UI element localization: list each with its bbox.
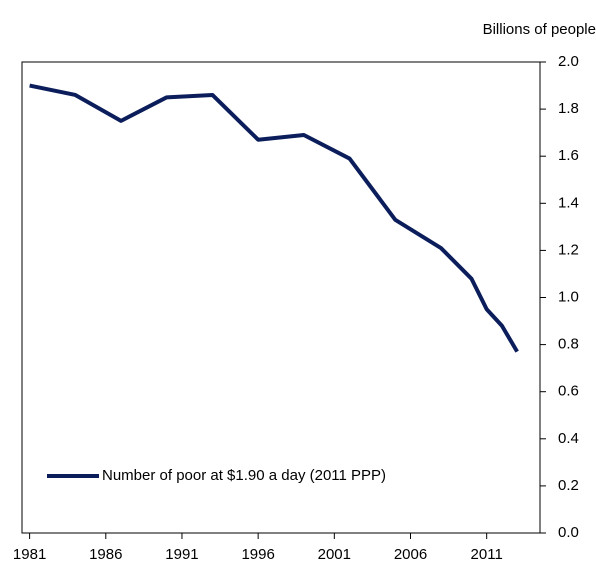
y-tick-label: 1.4 [558,194,579,211]
x-tick-label: 1986 [89,546,122,563]
y-tick-label: 1.6 [558,147,579,164]
x-tick-label: 2001 [318,546,351,563]
y-tick-label: 0.8 [558,336,579,353]
x-tick-label: 2011 [471,546,503,563]
x-tick-label: 1996 [241,546,274,563]
x-tick-label: 1981 [13,546,46,563]
y-tick-label: 0.0 [558,524,579,541]
legend-label: Number of poor at $1.90 a day (2011 PPP) [102,467,386,484]
data-line [29,83,519,353]
y-tick-label: 0.2 [558,477,579,494]
y-tick-label: 1.2 [558,241,579,258]
y-tick-label: 2.0 [558,53,579,70]
x-tick-label: 2006 [394,546,427,563]
y-axis-label: Billions of people [483,21,596,38]
x-tick-label: 1991 [165,546,198,563]
y-tick-label: 1.8 [558,100,579,117]
y-tick-label: 0.4 [558,430,579,447]
plot-frame [21,61,541,534]
y-tick-label: 0.6 [558,383,579,400]
y-tick-label: 1.0 [558,288,579,305]
